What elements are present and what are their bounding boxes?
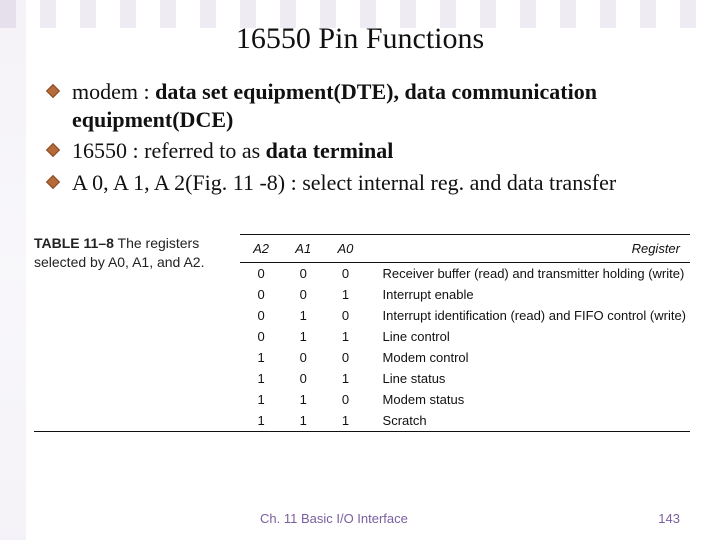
cell-a2: 1: [240, 410, 282, 431]
bullet-icon: [46, 174, 60, 188]
bullet-text-bold: data terminal: [266, 138, 394, 163]
cell-a2: 0: [240, 263, 282, 285]
bullet-text-pre: modem :: [72, 79, 155, 104]
table-caption: TABLE 11–8 The registers selected by A0,…: [34, 234, 224, 272]
cell-a2: 1: [240, 347, 282, 368]
table-row: 100Modem control: [240, 347, 690, 368]
cell-register: Line control: [367, 326, 690, 347]
cell-a1: 0: [282, 284, 324, 305]
cell-register: Scratch: [367, 410, 690, 431]
cell-register: Line status: [367, 368, 690, 389]
cell-a0: 0: [324, 263, 366, 285]
cell-a2: 1: [240, 368, 282, 389]
table-header-row: A2 A1 A0 Register: [240, 235, 690, 263]
cell-a0: 1: [324, 326, 366, 347]
cell-a0: 1: [324, 368, 366, 389]
table-bottom-rule: [34, 431, 690, 432]
cell-a0: 0: [324, 347, 366, 368]
table-row: 001Interrupt enable: [240, 284, 690, 305]
bullet-item: modem : data set equipment(DTE), data co…: [72, 78, 682, 133]
bullet-item: A 0, A 1, A 2(Fig. 11 -8) : select inter…: [72, 169, 682, 197]
cell-register: Interrupt identification (read) and FIFO…: [367, 305, 690, 326]
cell-a2: 0: [240, 326, 282, 347]
cell-register: Modem status: [367, 389, 690, 410]
cell-a0: 1: [324, 284, 366, 305]
col-header-a0: A0: [324, 235, 366, 263]
cell-a1: 0: [282, 347, 324, 368]
cell-a1: 1: [282, 410, 324, 431]
table-body: 000Receiver buffer (read) and transmitte…: [240, 263, 690, 432]
bullet-icon: [46, 143, 60, 157]
col-header-a1: A1: [282, 235, 324, 263]
cell-a1: 0: [282, 263, 324, 285]
register-table-block: TABLE 11–8 The registers selected by A0,…: [34, 234, 690, 432]
cell-a1: 1: [282, 389, 324, 410]
cell-a1: 0: [282, 368, 324, 389]
bullet-list: modem : data set equipment(DTE), data co…: [72, 78, 682, 200]
table-row: 101Line status: [240, 368, 690, 389]
footer-page-number: 143: [658, 511, 680, 526]
cell-a0: 0: [324, 305, 366, 326]
cell-a1: 1: [282, 326, 324, 347]
col-header-register: Register: [367, 235, 690, 263]
cell-a0: 1: [324, 410, 366, 431]
col-header-a2: A2: [240, 235, 282, 263]
cell-register: Interrupt enable: [367, 284, 690, 305]
table-row: 000Receiver buffer (read) and transmitte…: [240, 263, 690, 285]
table-row: 010Interrupt identification (read) and F…: [240, 305, 690, 326]
bullet-text-pre: 16550 : referred to as: [72, 138, 266, 163]
bullet-item: 16550 : referred to as data terminal: [72, 137, 682, 165]
cell-a2: 0: [240, 284, 282, 305]
cell-a0: 0: [324, 389, 366, 410]
table-row: 111Scratch: [240, 410, 690, 431]
slide-title: 16550 Pin Functions: [0, 22, 720, 56]
cell-a2: 1: [240, 389, 282, 410]
decorative-left-strip: [0, 0, 26, 540]
cell-a1: 1: [282, 305, 324, 326]
footer-chapter: Ch. 11 Basic I/O Interface: [260, 511, 408, 526]
cell-register: Receiver buffer (read) and transmitter h…: [367, 263, 690, 285]
table-row: 110Modem status: [240, 389, 690, 410]
bullet-icon: [46, 84, 60, 98]
table-caption-bold: TABLE 11–8: [34, 235, 114, 251]
cell-a2: 0: [240, 305, 282, 326]
bullet-text-pre: A 0, A 1, A 2(Fig. 11 -8) : select inter…: [72, 170, 616, 195]
cell-register: Modem control: [367, 347, 690, 368]
register-table: A2 A1 A0 Register 000Receiver buffer (re…: [240, 234, 690, 431]
table-row: 011Line control: [240, 326, 690, 347]
